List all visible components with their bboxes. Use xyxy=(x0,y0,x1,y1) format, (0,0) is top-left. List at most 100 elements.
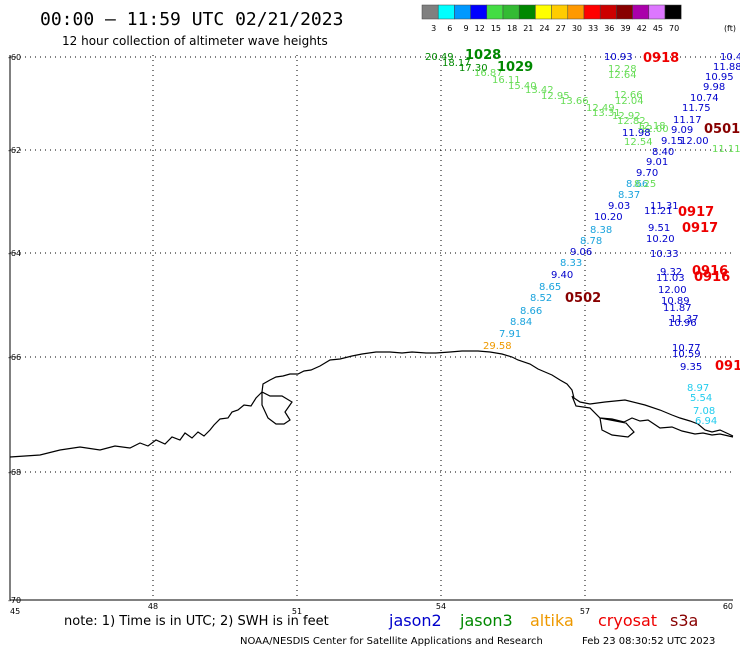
wave-height-label: 9.51 xyxy=(648,223,670,234)
legend-tick-label: 18 xyxy=(507,24,517,33)
legend-tick-label: 27 xyxy=(556,24,566,33)
satellite-legend: jason2 jason3 altika cryosat s3a xyxy=(388,611,698,630)
longitude-label: 60 xyxy=(723,602,733,611)
graticule xyxy=(10,55,733,600)
satellite-cryosat-label: cryosat xyxy=(598,611,657,630)
wave-height-label: 9.70 xyxy=(636,168,658,179)
wave-height-label: 9.09 xyxy=(671,125,693,136)
wave-height-label: 29.58 xyxy=(483,341,512,352)
wave-height-label: 10.96 xyxy=(668,318,697,329)
legend-tick-label: 15 xyxy=(491,24,501,33)
wave-height-label: 11.75 xyxy=(682,103,711,114)
wave-height-label: 12.92 xyxy=(612,111,641,122)
legend-swatch xyxy=(632,4,650,20)
wave-height-label: 10.74 xyxy=(690,93,719,104)
satellite-jason2-label: jason2 xyxy=(388,611,442,630)
wave-height-label: 20.49 xyxy=(425,52,454,63)
legend-tick-label: 36 xyxy=(604,24,614,33)
satellite-jason3-label: jason3 xyxy=(459,611,513,630)
wave-height-label: 8.33 xyxy=(560,258,582,269)
latitude-labels: -60 -62 -64 -66 -68 -70 xyxy=(8,53,21,605)
wave-height-label: 10.77 xyxy=(672,343,701,354)
wave-height-label: 8.37 xyxy=(618,190,640,201)
wave-height-label: 10.20 xyxy=(646,234,675,245)
wave-height-label: 10.4 xyxy=(720,52,740,63)
legend-swatch xyxy=(567,4,585,20)
legend-tick-label: 21 xyxy=(523,24,533,33)
wave-height-label: 11.98 xyxy=(622,128,651,139)
legend-swatch xyxy=(599,4,617,20)
legend-swatch xyxy=(551,4,569,20)
wave-height-label: 13.66 xyxy=(560,96,589,107)
legend-swatch xyxy=(583,4,601,20)
legend-swatch xyxy=(421,4,439,20)
wave-height-label: 12.54 xyxy=(624,137,653,148)
pass-time-label: 1029 xyxy=(497,60,533,75)
pass-time-label: 0501 xyxy=(704,122,740,137)
satellite-altika-label: altika xyxy=(530,611,574,630)
latitude-label: -70 xyxy=(8,596,21,605)
legend-unit: (ft) xyxy=(724,24,736,33)
wave-height-label: 8.38 xyxy=(590,225,612,236)
wave-height-label: 9.98 xyxy=(703,82,725,93)
map-subtitle: 12 hour collection of altimeter wave hei… xyxy=(62,34,328,48)
wave-height-label: 9.32 xyxy=(660,267,682,278)
legend-tick-label: 3 xyxy=(431,24,436,33)
wave-height-label: 9.40 xyxy=(551,270,573,281)
altimeter-observations: 20.49 102818.1717.3016.87102916.1115.4013… xyxy=(425,48,740,427)
wave-height-label: 12.00 xyxy=(658,285,687,296)
pass-time-label: 0916 xyxy=(694,270,730,285)
legend-tick-label: 9 xyxy=(464,24,469,33)
wave-height-label: 12.66 xyxy=(614,90,643,101)
latitude-label: -68 xyxy=(8,468,21,477)
wave-height-label: 9.15 xyxy=(661,136,683,147)
wave-height-label: 8.52 xyxy=(530,293,552,304)
legend-tick-label: 45 xyxy=(653,24,663,33)
wave-height-label: 12.00 xyxy=(640,124,669,135)
pass-time-label: 1028 xyxy=(465,48,501,63)
legend-swatch xyxy=(518,4,536,20)
legend-swatch xyxy=(502,4,520,20)
wave-height-label: 11.88 xyxy=(713,62,740,73)
legend-tick-label: 39 xyxy=(620,24,630,33)
wave-height-label: 10.95 xyxy=(705,72,734,83)
wave-height-label: 12.18 xyxy=(637,121,666,132)
latitude-label: -62 xyxy=(8,146,21,155)
wave-height-label: 12.28 xyxy=(608,64,637,75)
wave-height-label: 11.17 xyxy=(673,115,702,126)
longitude-label: 48 xyxy=(148,602,158,611)
legend-tick-label: 70 xyxy=(669,24,679,33)
wave-height-label: 8.66 xyxy=(520,306,542,317)
wave-height-label: 8.84 xyxy=(510,317,532,328)
wave-height-legend: 3 6 9 12 15 18 21 24 27 30 33 36 39 42 45 70 (ft) xyxy=(421,4,736,33)
legend-swatch xyxy=(648,4,666,20)
latitude-label: -66 xyxy=(8,353,21,362)
legend-tick-label: 12 xyxy=(475,24,485,33)
wave-height-label: 8.40 xyxy=(652,147,674,158)
longitude-label: 54 xyxy=(436,602,446,611)
wave-height-label: 9.01 xyxy=(646,157,668,168)
wave-height-label: 11.21 xyxy=(644,206,673,217)
legend-swatch xyxy=(486,4,504,20)
pass-time-label: 0917 xyxy=(682,221,718,236)
footer-note: note: 1) Time is in UTC; 2) SWH is in fe… xyxy=(64,614,329,629)
wave-height-label: 8.97 xyxy=(687,383,709,394)
wave-height-label: 16.11 xyxy=(492,75,521,86)
legend-tick-label: 30 xyxy=(572,24,582,33)
legend-tick-label: 24 xyxy=(539,24,549,33)
wave-height-label: 11.11 xyxy=(712,144,740,155)
map-title: 00:00 – 11:59 UTC 02/21/2023 xyxy=(40,9,343,30)
legend-tick-label: 42 xyxy=(637,24,647,33)
wave-height-label: 11.03 xyxy=(656,273,685,284)
wave-height-label: 11.87 xyxy=(663,303,692,314)
pass-time-label: 0502 xyxy=(565,291,601,306)
pass-time-label: 0916 xyxy=(692,264,728,279)
longitude-label: 51 xyxy=(292,607,302,616)
legend-tick-label: 33 xyxy=(588,24,598,33)
plot-frame xyxy=(9,55,733,601)
latitude-label: -60 xyxy=(8,53,21,62)
wave-height-label: 9.35 xyxy=(680,362,702,373)
longitude-labels: 45 48 51 54 57 60 xyxy=(10,602,733,616)
